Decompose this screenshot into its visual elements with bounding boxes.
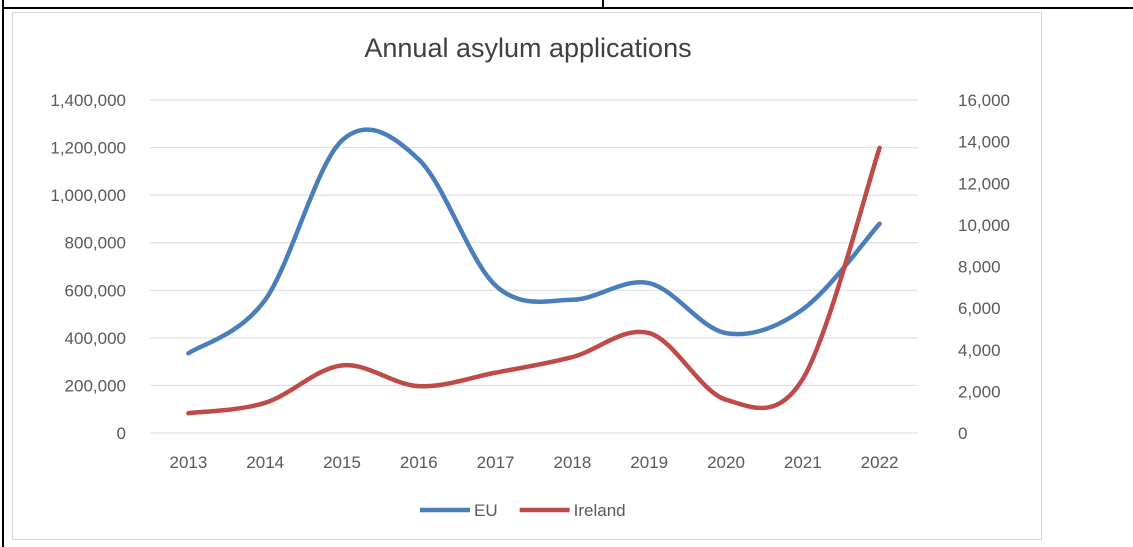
right-tick-label: 8,000: [958, 258, 1001, 277]
right-tick-label: 0: [958, 424, 967, 443]
legend: EU Ireland: [420, 501, 626, 520]
right-tick-label: 16,000: [958, 91, 1010, 110]
x-axis: 2013 2014 2015 2016 2017 2018 2019 2020 2021 2022: [169, 453, 898, 472]
x-tick-label: 2020: [707, 453, 745, 472]
document-frame-top-right: [602, 7, 1133, 9]
right-tick-label: 6,000: [958, 299, 1001, 318]
left-tick-label: 400,000: [65, 329, 126, 348]
left-tick-label: 1,200,000: [50, 139, 126, 158]
chart-title: Annual asylum applications: [364, 33, 691, 63]
left-tick-label: 0: [117, 424, 126, 443]
right-tick-label: 14,000: [958, 133, 1010, 152]
legend-label-eu: EU: [474, 501, 498, 520]
x-tick-label: 2014: [246, 453, 284, 472]
document-frame-divider: [602, 0, 604, 9]
x-tick-label: 2021: [784, 453, 822, 472]
left-tick-label: 1,400,000: [50, 91, 126, 110]
series-line-ireland: [186, 145, 882, 416]
right-tick-label: 4,000: [958, 341, 1001, 360]
left-tick-label: 600,000: [65, 281, 126, 300]
x-tick-label: 2013: [169, 453, 207, 472]
gridlines: [150, 99, 918, 434]
series-line-eu: [186, 127, 882, 356]
left-tick-label: 800,000: [65, 234, 126, 253]
document-frame-left: [2, 0, 4, 547]
left-tick-label: 1,000,000: [50, 186, 126, 205]
left-tick-label: 200,000: [65, 376, 126, 395]
right-axis: 0 2,000 4,000 6,000 8,000 10,000 12,000 14,000 1…: [958, 91, 1010, 443]
x-tick-label: 2015: [323, 453, 361, 472]
x-tick-label: 2022: [861, 453, 899, 472]
left-axis: 0 200,000 400,000 600,000 800,000 1,000,000 1,…: [50, 91, 126, 443]
right-tick-label: 10,000: [958, 216, 1010, 235]
series-lines: [186, 127, 882, 416]
x-tick-label: 2017: [477, 453, 515, 472]
document-frame-top: [2, 7, 602, 9]
x-tick-label: 2019: [630, 453, 668, 472]
x-tick-label: 2016: [400, 453, 438, 472]
right-tick-label: 2,000: [958, 382, 1001, 401]
x-tick-label: 2018: [553, 453, 591, 472]
right-tick-label: 12,000: [958, 174, 1010, 193]
legend-label-ireland: Ireland: [574, 501, 626, 520]
